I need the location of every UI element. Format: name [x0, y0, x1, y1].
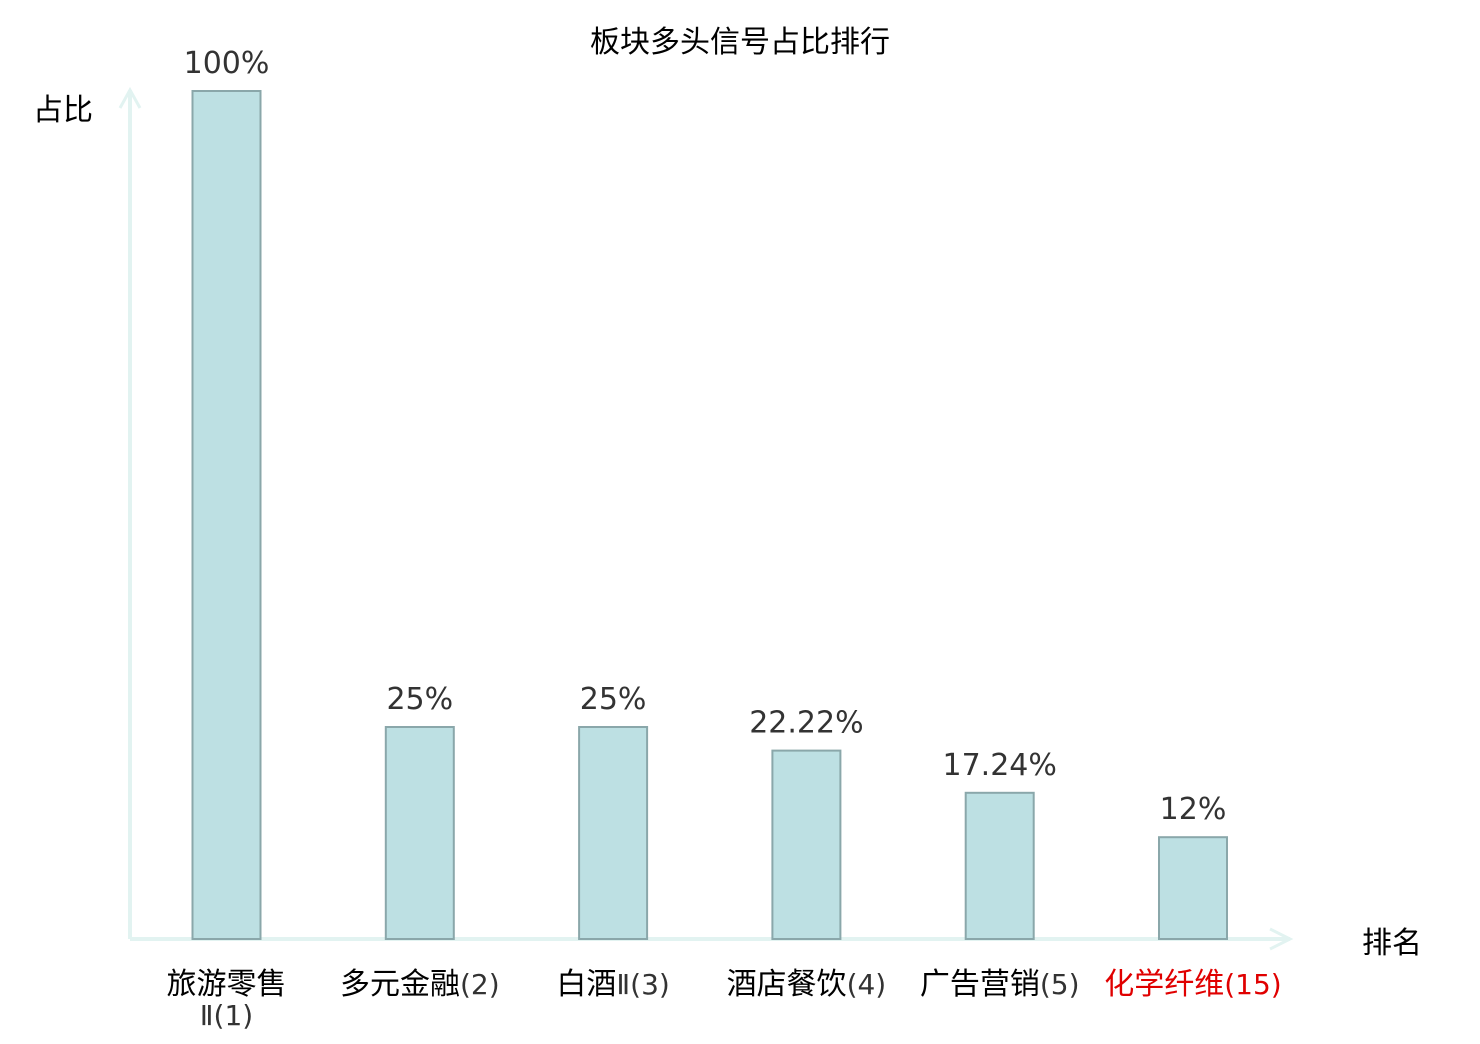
x-axis-label: 排名 — [1362, 926, 1422, 961]
value-label-3: 25% — [580, 682, 647, 717]
category-label-4: 酒店餐饮(4) — [727, 967, 887, 1002]
category-rank-5: (5) — [1040, 968, 1080, 1001]
axes — [118, 86, 1294, 951]
value-label-5: 17.24% — [943, 748, 1057, 783]
value-label-1: 100% — [184, 46, 270, 81]
value-label-4: 22.22% — [749, 706, 863, 741]
y-axis-label: 占比 — [33, 93, 93, 128]
x-axis-arrow — [1269, 927, 1294, 951]
category-label-1: 旅游零售 — [167, 967, 287, 1002]
category-rank-3: Ⅱ(3) — [616, 968, 669, 1001]
bars — [191, 90, 1228, 941]
value-label-2: 25% — [386, 682, 453, 717]
chart-title: 板块多头信号占比排行 — [590, 25, 890, 60]
category-label-6: 化学纤维(15) — [1104, 967, 1281, 1002]
bar-5 — [964, 791, 1035, 940]
category-rank-1: Ⅱ(1) — [200, 999, 253, 1032]
category-label-3: 白酒Ⅱ(3) — [556, 967, 669, 1002]
category-label-5: 广告营销(5) — [920, 967, 1080, 1002]
category-rank-2: (2) — [460, 968, 500, 1001]
y-axis-arrow — [118, 86, 142, 109]
category-label-2: 多元金融(2) — [340, 967, 500, 1002]
bar-4 — [771, 749, 842, 940]
value-labels: 100% 25% 25% 22.22% 17.24% 12% — [184, 46, 1227, 827]
bar-3 — [578, 726, 649, 940]
bar-1 — [191, 90, 262, 940]
category-rank-4: (4) — [847, 968, 887, 1001]
bar-2 — [384, 726, 455, 940]
bar-6 — [1158, 836, 1228, 941]
value-label-6: 12% — [1160, 792, 1227, 827]
category-rank-6: (15) — [1224, 968, 1281, 1001]
